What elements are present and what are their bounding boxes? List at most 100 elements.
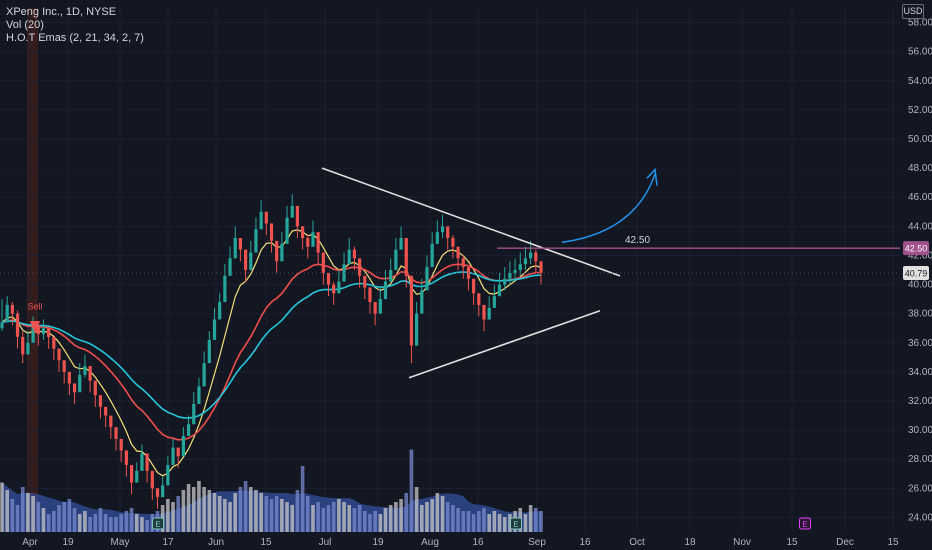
candle-body [47, 328, 51, 337]
resistance-price-badge [903, 241, 929, 256]
candle-body [93, 380, 97, 396]
volume-bar [259, 493, 263, 532]
candle-body [378, 299, 382, 314]
candle-body [192, 403, 196, 425]
symbol-title[interactable]: XPeng Inc., 1D, NYSE [6, 6, 117, 18]
y-tick-label: 58.00 [908, 18, 932, 29]
candle-body [451, 237, 455, 247]
earnings-marker-label: E [802, 520, 807, 529]
volume-bar [337, 499, 341, 532]
resistance-price-label: 42.50 [905, 244, 928, 254]
volume-bar [419, 505, 424, 532]
candle-body [129, 465, 134, 483]
y-tick-label: 26.00 [908, 483, 932, 494]
volume-bar [181, 490, 186, 532]
volume-bar [456, 508, 460, 532]
volume-bar [238, 487, 243, 532]
candle-body [337, 281, 341, 294]
candle-body [492, 296, 496, 308]
volume-bar [15, 505, 20, 532]
candle-body [461, 258, 465, 268]
earnings-marker-label: E [513, 520, 518, 529]
candle-body [306, 237, 310, 247]
volume-bar [109, 517, 113, 532]
candle-body [472, 278, 476, 294]
earnings-marker-label: E [155, 520, 160, 529]
candle-body [440, 226, 445, 233]
volume-bar [36, 502, 41, 532]
candle-body [503, 278, 507, 285]
ema-slow-line [1, 271, 542, 419]
currency-badge[interactable]: USD [902, 4, 924, 19]
candle-body [290, 205, 294, 218]
volume-bar [41, 508, 46, 532]
volume-bar [383, 508, 388, 532]
x-tick-label: 19 [372, 537, 384, 548]
y-tick-label: 30.00 [908, 425, 932, 436]
y-tick-label: 36.00 [908, 338, 932, 349]
volume-bar [269, 499, 274, 532]
candle-body [145, 453, 149, 471]
volume-bar [342, 502, 346, 532]
resistance-label: 42.50 [625, 235, 650, 246]
candle-body [259, 211, 263, 230]
earnings-marker-icon [510, 517, 522, 530]
volume-bar [477, 511, 481, 532]
candle-body [140, 453, 144, 471]
volume-bar [373, 511, 377, 532]
triangle-lower-line [408, 310, 601, 379]
candle-body [347, 249, 351, 265]
volume-bar [435, 493, 440, 532]
candle-body [254, 229, 258, 253]
y-tick-label: 38.00 [908, 309, 932, 320]
x-tick-label: Oct [629, 537, 645, 548]
candle-body [83, 366, 87, 375]
candle-body [269, 223, 274, 241]
y-tick-label: 24.00 [908, 512, 932, 523]
volume-bar [368, 514, 372, 532]
candle-body [119, 438, 123, 451]
candle-body [62, 360, 66, 372]
candle-body [161, 485, 165, 498]
y-tick-label: 32.00 [908, 396, 932, 407]
candle-body [358, 258, 362, 276]
x-tick-label: 15 [887, 537, 899, 548]
candle-body [88, 366, 92, 381]
volume-bar [394, 502, 398, 532]
ema-mid-line [1, 263, 541, 441]
candle-body [109, 415, 113, 428]
y-tick-label: 54.00 [908, 76, 932, 87]
volume-bar [197, 481, 201, 532]
earnings-marker-icon [152, 517, 164, 530]
volume-indicator-label[interactable]: Vol (20) [6, 19, 44, 31]
volume-bar [243, 481, 248, 532]
x-tick-label: Apr [22, 537, 38, 548]
y-tick-label: 50.00 [908, 134, 932, 145]
candle-body [155, 488, 160, 498]
candle-body [420, 290, 424, 314]
volume-bar [528, 505, 533, 532]
last-price-badge [903, 266, 929, 281]
candle-body [518, 264, 522, 270]
candle-body [389, 270, 393, 282]
candle-body [197, 386, 201, 404]
candle-body [523, 258, 528, 265]
candle-body [238, 237, 243, 250]
candle-body [181, 435, 185, 457]
candle-body [368, 287, 372, 303]
x-tick-label: 18 [684, 537, 696, 548]
x-tick-label: Dec [836, 537, 854, 548]
volume-bar [487, 514, 491, 532]
volume-bar [191, 487, 196, 532]
ema-indicator-label[interactable]: H.O.T Emas (2, 21, 34, 2, 7) [6, 32, 144, 44]
candle-body [202, 363, 206, 387]
volume-bar [326, 505, 331, 532]
volume-bar [88, 517, 92, 532]
volume-bar [305, 496, 310, 532]
volume-bar [357, 505, 362, 532]
volume-bar [409, 449, 414, 532]
earnings-marker-icon [799, 517, 811, 530]
volume-bar [316, 502, 320, 532]
